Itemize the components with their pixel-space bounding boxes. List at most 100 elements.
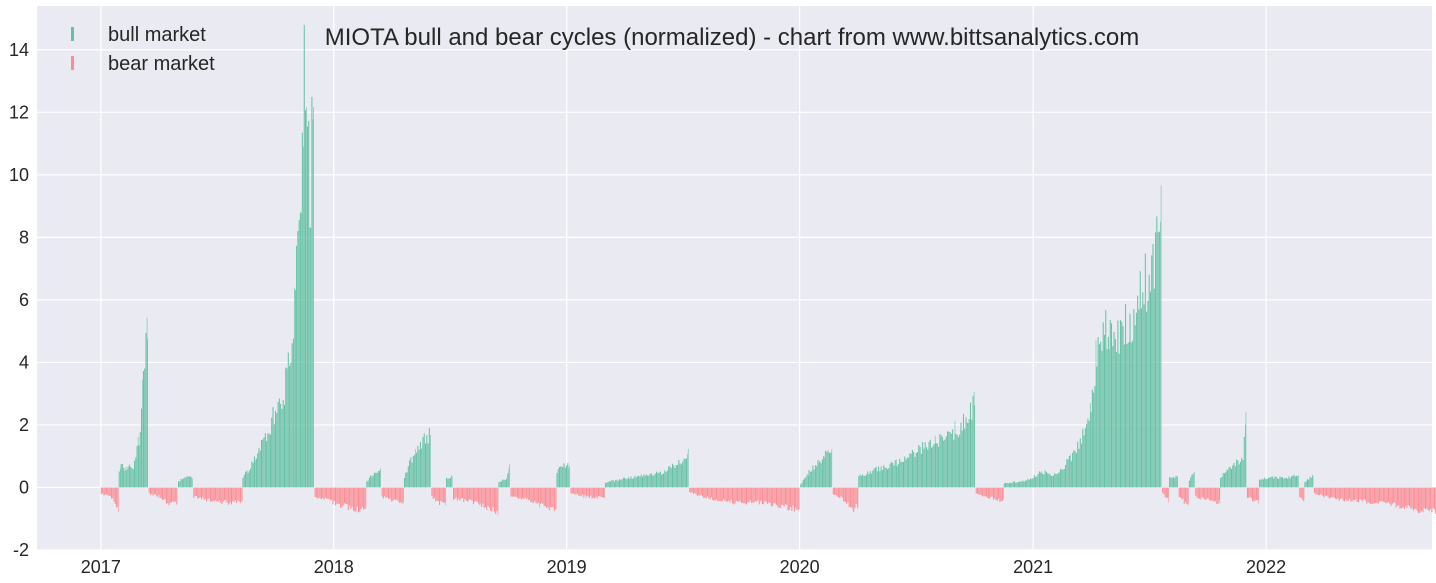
bull-bar [918,444,920,488]
bull-bar [650,473,652,488]
bear-bar [769,487,771,503]
bear-bar [458,487,460,499]
bear-bar [1399,487,1401,509]
bull-bar [658,472,660,488]
bear-bar [1182,487,1184,499]
bull-bar [1156,216,1158,488]
bull-bar [1282,477,1284,488]
bear-bar [730,487,732,500]
bear-bar [857,487,858,509]
bear-bar [475,487,477,502]
bear-bar [1331,487,1333,498]
bear-bar [165,487,167,504]
bull-bar [1032,478,1034,488]
bull-bar [1267,477,1270,488]
bull-bar [1155,232,1157,488]
y-tick-label: 10 [9,165,29,185]
bear-bar [220,487,222,503]
bull-bar [1132,340,1134,488]
bull-bar [967,422,969,488]
bear-bar [195,487,197,496]
bear-bar [698,487,700,496]
bull-bar [1160,221,1161,488]
bear-bar [721,487,722,502]
bear-bar [599,487,601,497]
bear-bar [1217,487,1219,504]
bull-bar [260,440,263,488]
bear-bar [228,487,230,504]
bear-bar [715,487,718,500]
bear-bar [539,487,540,508]
bull-bar [819,461,821,488]
bear-bar [1254,487,1256,501]
bull-bar [1063,468,1065,488]
bull-bar [145,332,147,488]
bear-bar [578,487,580,496]
bear-bar [832,487,834,495]
bear-bar [744,487,746,504]
bull-bar [606,482,608,488]
bear-bar [1428,487,1430,512]
bull-bar [294,287,295,488]
bear-bar [1375,487,1377,504]
bull-bar [935,443,937,488]
bull-bar [1228,467,1230,488]
bull-bar [960,422,962,488]
bull-bar [1014,481,1016,488]
bull-bar [430,434,431,488]
bear-bar [1333,487,1335,498]
bear-bar [1324,487,1326,496]
bull-bar [908,457,910,488]
bull-bar [1274,476,1276,488]
bull-bar [906,457,908,488]
bear-bar [396,487,398,500]
bull-bar [1038,471,1040,488]
bear-bar [580,487,582,497]
bull-bar [1157,232,1159,488]
bear-bar [520,487,522,500]
bear-bar [356,487,358,507]
bull-bar [814,465,816,488]
bull-bar [1005,482,1007,488]
bull-bar [506,478,508,488]
bear-bar [1179,487,1181,498]
bear-bar [1403,487,1405,509]
bull-bar [905,459,907,488]
bull-bar [123,467,125,488]
bear-bar [352,487,354,511]
bear-bar [581,487,584,495]
bear-bar [1250,487,1252,499]
bear-bar [384,487,386,497]
bear-bar [514,487,516,497]
bull-bar [1177,477,1178,488]
bull-bar [504,480,506,488]
bear-bar [696,487,698,496]
bear-bar [1167,487,1169,498]
bear-bar [775,487,778,505]
bull-bar [904,456,906,488]
bear-bar [435,487,437,502]
bear-bar [385,487,387,498]
bear-bar [1003,487,1004,500]
bear-bar [444,487,446,503]
bear-bar [1349,487,1351,499]
bear-bar [116,487,118,508]
bull-bar [620,479,622,488]
bull-bar [1077,441,1079,488]
bear-bar [350,487,352,509]
bear-bar [719,487,721,501]
bear-bar [216,487,218,502]
bull-bar [1304,482,1306,488]
bull-bar [922,441,924,488]
bear-bar [1381,487,1383,501]
bear-bar [703,487,705,498]
legend-label-bull: bull market [108,24,206,46]
bear-bar [455,487,457,498]
bear-bar [395,487,397,500]
y-gridlines [37,49,1432,551]
bear-bar [740,487,742,503]
bull-bar [411,462,413,488]
bear-bar [847,487,849,503]
bull-bar [294,289,296,488]
bull-bar [264,433,266,488]
